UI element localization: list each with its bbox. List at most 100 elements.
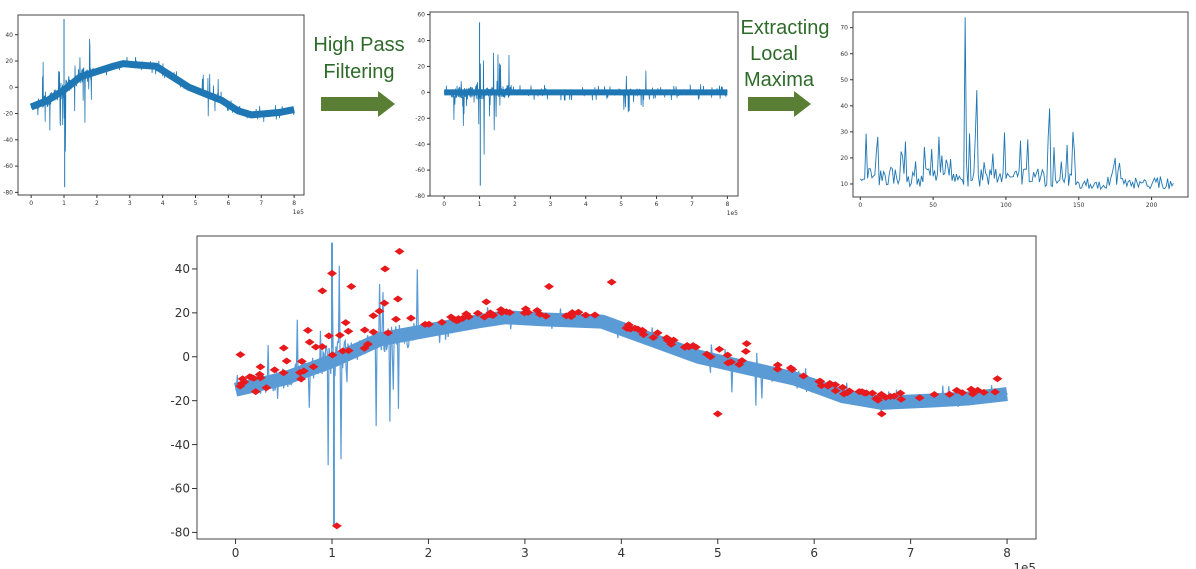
peak-marker [337,347,348,355]
peak-marker [972,386,983,394]
x-tick-label: 3 [521,546,529,560]
plot-frame [196,235,1037,540]
x-tick-label: 7 [690,201,694,208]
x-tick-label: 1 [478,201,482,208]
peak-marker [250,388,261,396]
peak-marker [606,278,617,286]
peak-marker [637,326,648,334]
peak-marker [235,351,246,359]
peak-marker [844,387,855,395]
y-tick-label: 10 [840,181,848,188]
peak-marker [255,374,266,382]
peak-marker [269,366,280,374]
peak-marker [520,305,531,313]
peak-marker [278,344,289,352]
y-tick-label: 60 [417,12,425,19]
peak-marker [331,522,342,530]
peak-marker [504,308,515,316]
y-tick-label: -40 [3,137,13,144]
peak-marker [857,388,868,396]
peak-marker [334,331,345,339]
peak-marker [374,307,385,315]
y-tick-label: 20 [417,64,425,71]
peak-marker [495,306,506,314]
y-tick-label: 60 [840,51,848,58]
peak-marker [278,369,289,377]
peak-marker [281,357,292,365]
extract-maxima-step: Extracting Local Maxima [741,17,829,117]
peak-marker [340,319,351,327]
x-tick-label: 2 [425,546,433,560]
y-tick-label: -20 [3,111,13,118]
x-tick-label: 5 [194,200,198,207]
peak-marker [929,391,940,399]
y-tick-label: -80 [3,189,13,196]
signal-line [30,38,295,152]
y-tick-label: 40 [840,103,848,110]
peak-marker [323,332,334,340]
x-offset-label: 1e5 [293,209,305,216]
peak-marker [362,340,373,348]
y-tick-label: 40 [175,262,190,276]
x-tick-label: 1 [62,200,66,207]
peak-marker [296,375,307,383]
peak-marker [485,311,496,319]
peak-marker [327,269,338,277]
peak-marker [317,343,328,351]
peak-marker [298,367,309,375]
peak-marker [379,299,390,307]
peak-marker [740,347,751,355]
x-tick-label: 4 [161,200,165,207]
x-tick-label: 6 [226,200,230,207]
peak-marker [580,311,591,319]
peak-marker [589,311,600,319]
peak-marker [420,320,431,328]
peak-marker [380,265,391,273]
x-tick-label: 6 [810,546,818,560]
right-arrow-icon [321,91,395,117]
y-tick-label: -60 [3,163,13,170]
peak-marker [967,390,978,398]
peak-marker [966,385,977,393]
high-pass-label-line2: Filtering [323,61,394,83]
peak-marker [648,334,659,342]
peak-marker [944,390,955,398]
plot-frame [429,11,739,197]
y-tick-label: -80 [170,526,190,540]
x-tick-label: 3 [128,200,132,207]
peak-marker [446,313,457,321]
peak-marker [436,318,447,326]
peak-marker [383,329,394,337]
peak-marker [837,383,848,391]
peak-marker [876,410,887,418]
x-offset-label: 1e5 [1013,561,1036,569]
peak-marker [951,386,962,394]
x-tick-label: 50 [929,202,937,209]
x-tick-label: 2 [95,200,99,207]
y-tick-label: 0 [421,89,425,96]
extract-label-line2: Local [750,43,798,65]
peak-marker [472,309,483,317]
combined-peaks-plot: 0 1 2 3 4 5 6 7 8 40 20 0 -20 -40 -60 -80 1e5 [170,235,1037,569]
x-tick-label: 6 [655,201,659,208]
y-tick-label: -80 [415,193,425,200]
peak-marker [622,324,633,332]
peak-marker [867,389,878,397]
y-tick-label: -60 [170,482,190,496]
x-tick-label: 2 [513,201,517,208]
peak-marker [682,341,693,349]
x-tick-label: 150 [1073,202,1085,209]
peak-marker [359,326,370,334]
peak-marker [261,384,272,392]
peak-marker [532,306,543,314]
peak-marker [561,312,572,320]
y-tick-label: -60 [415,167,425,174]
peak-marker [317,287,328,295]
filtered-signal-plot: 0 1 2 3 4 5 6 7 8 60 40 20 0 -20 -40 -60 -80 1e5 [415,11,739,217]
x-tick-label: 0 [232,546,240,560]
x-tick-label: 200 [1146,202,1158,209]
y-tick-label: 30 [840,129,848,136]
high-pass-step: High Pass Filtering [313,34,405,117]
right-arrow-icon [748,91,811,117]
